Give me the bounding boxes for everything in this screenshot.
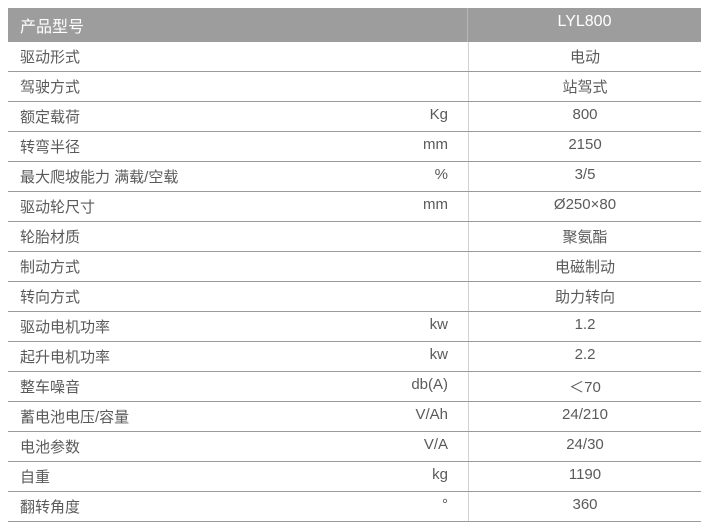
table-row: 电池参数V/A24/30	[8, 432, 701, 462]
row-unit: V/Ah	[348, 402, 468, 431]
table-row: 驾驶方式 站驾式	[8, 72, 701, 102]
row-unit: kg	[348, 462, 468, 491]
row-value: 360	[468, 492, 701, 521]
table-row: 起升电机功率kw2.2	[8, 342, 701, 372]
row-value: 2.2	[468, 342, 701, 371]
row-label: 驱动形式	[8, 42, 348, 71]
row-unit	[348, 252, 468, 281]
row-value: 800	[468, 102, 701, 131]
table-row: 驱动电机功率kw1.2	[8, 312, 701, 342]
header-label: 产品型号	[8, 8, 468, 42]
row-unit: db(A)	[348, 372, 468, 401]
row-label: 转弯半径	[8, 132, 348, 161]
table-row: 最大爬坡能力 满载/空载%3/5	[8, 162, 701, 192]
row-value: 电动	[468, 42, 701, 71]
row-value: 1190	[468, 462, 701, 491]
row-value: 电磁制动	[468, 252, 701, 281]
row-label: 自重	[8, 462, 348, 491]
table-row: 制动方式 电磁制动	[8, 252, 701, 282]
row-unit	[348, 282, 468, 311]
row-value: 2150	[468, 132, 701, 161]
table-row: 转向方式 助力转向	[8, 282, 701, 312]
row-label: 整车噪音	[8, 372, 348, 401]
row-label: 翻转角度	[8, 492, 348, 521]
table-row: 整车噪音db(A)＜70	[8, 372, 701, 402]
table-row: 转弯半径mm2150	[8, 132, 701, 162]
row-label: 电池参数	[8, 432, 348, 461]
row-unit	[348, 42, 468, 71]
table-row: 轮胎材质 聚氨酯	[8, 222, 701, 252]
row-label: 转向方式	[8, 282, 348, 311]
row-value: Ø250×80	[468, 192, 701, 221]
row-value: ＜70	[468, 372, 701, 401]
table-row: 驱动形式 电动	[8, 42, 701, 72]
row-value: 聚氨酯	[468, 222, 701, 251]
row-label: 额定载荷	[8, 102, 348, 131]
row-label: 制动方式	[8, 252, 348, 281]
row-label: 最大爬坡能力 满载/空载	[8, 162, 348, 191]
row-label: 蓄电池电压/容量	[8, 402, 348, 431]
row-label: 驾驶方式	[8, 72, 348, 101]
row-value: 24/30	[468, 432, 701, 461]
row-unit: %	[348, 162, 468, 191]
row-label: 轮胎材质	[8, 222, 348, 251]
table-header-row: 产品型号 LYL800	[8, 8, 701, 42]
row-value: 站驾式	[468, 72, 701, 101]
spec-table: 产品型号 LYL800 驱动形式电动驾驶方式站驾式额定载荷Kg800转弯半径mm…	[8, 8, 701, 522]
table-body: 驱动形式电动驾驶方式站驾式额定载荷Kg800转弯半径mm2150最大爬坡能力 满…	[8, 42, 701, 522]
row-unit: °	[348, 492, 468, 521]
row-label: 驱动轮尺寸	[8, 192, 348, 221]
row-unit: mm	[348, 132, 468, 161]
row-unit: mm	[348, 192, 468, 221]
table-row: 额定载荷Kg800	[8, 102, 701, 132]
row-value: 24/210	[468, 402, 701, 431]
row-unit: V/A	[348, 432, 468, 461]
table-row: 驱动轮尺寸mmØ250×80	[8, 192, 701, 222]
row-unit: kw	[348, 342, 468, 371]
table-row: 蓄电池电压/容量V/Ah24/210	[8, 402, 701, 432]
row-unit: Kg	[348, 102, 468, 131]
row-label: 驱动电机功率	[8, 312, 348, 341]
row-value: 3/5	[468, 162, 701, 191]
row-unit: kw	[348, 312, 468, 341]
row-value: 助力转向	[468, 282, 701, 311]
row-value: 1.2	[468, 312, 701, 341]
row-unit	[348, 72, 468, 101]
table-row: 自重kg1190	[8, 462, 701, 492]
row-unit	[348, 222, 468, 251]
row-label: 起升电机功率	[8, 342, 348, 371]
header-value: LYL800	[468, 8, 701, 42]
table-row: 翻转角度°360	[8, 492, 701, 522]
